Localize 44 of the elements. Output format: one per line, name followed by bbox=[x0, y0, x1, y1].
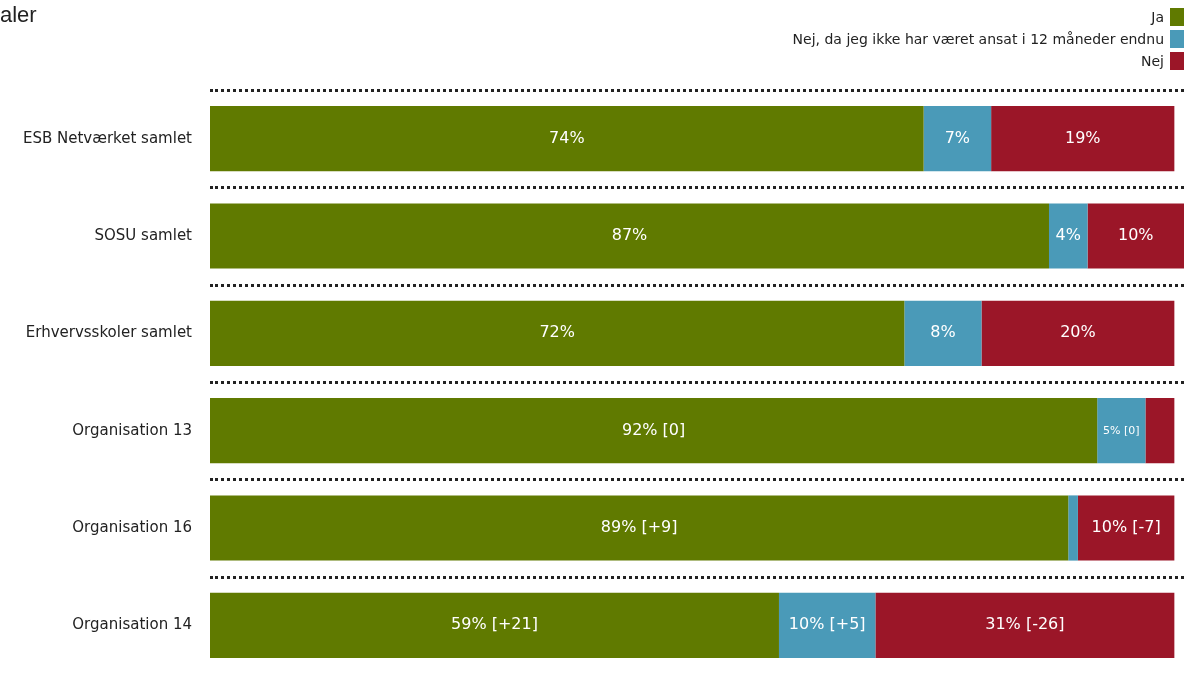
data-label: 10% [-7] bbox=[1091, 517, 1161, 537]
legend-label: Nej, da jeg ikke har været ansat i 12 måneder endnu bbox=[792, 31, 1164, 47]
bar bbox=[981, 300, 1175, 366]
legend-label: Ja bbox=[1151, 9, 1164, 25]
bar bbox=[210, 495, 1069, 561]
y-tick-label: Organisation 14 bbox=[72, 615, 192, 634]
data-label: 19% bbox=[1064, 127, 1101, 147]
bar bbox=[1087, 203, 1184, 269]
data-label: 10% bbox=[1118, 225, 1154, 245]
y-tick-label: ESB Netværket samlet bbox=[22, 128, 193, 147]
data-label: 7% bbox=[944, 127, 971, 147]
bar bbox=[1077, 495, 1175, 561]
bar bbox=[778, 592, 876, 658]
y-tick-label: Erhvervsskoler samlet bbox=[25, 323, 193, 342]
bar bbox=[875, 592, 1175, 658]
data-label: 59% [+21] bbox=[451, 614, 538, 634]
bar bbox=[1048, 203, 1088, 269]
data-label: 72% bbox=[539, 322, 575, 342]
data-label: 8% bbox=[930, 322, 956, 342]
bar bbox=[1097, 398, 1146, 464]
bar bbox=[923, 106, 992, 172]
data-label: 10% [+5] bbox=[788, 614, 866, 634]
data-label: 5% [0] bbox=[1103, 423, 1140, 437]
data-label: 74% bbox=[549, 127, 585, 147]
bar bbox=[904, 300, 982, 366]
bar bbox=[210, 203, 1049, 269]
text: aler bbox=[0, 2, 37, 28]
bar bbox=[210, 300, 905, 366]
data-label: 89% [+9] bbox=[600, 517, 678, 537]
bar bbox=[991, 106, 1175, 172]
data-label: 4% bbox=[1055, 225, 1081, 245]
data-label: 20% bbox=[1060, 322, 1096, 342]
bar bbox=[1068, 495, 1078, 561]
bar bbox=[210, 592, 779, 658]
legend-label: Nej bbox=[1141, 53, 1164, 69]
data-label: 92% [0] bbox=[621, 419, 686, 439]
data-label: 87% bbox=[611, 225, 648, 245]
y-tick-label: Organisation 13 bbox=[72, 420, 192, 439]
bar bbox=[210, 398, 1098, 464]
bar bbox=[210, 106, 924, 172]
y-tick-label: Organisation 16 bbox=[72, 517, 192, 536]
data-label: 31% [-26] bbox=[985, 614, 1065, 634]
y-tick-label: SOSU samlet bbox=[94, 225, 193, 244]
bar bbox=[1145, 398, 1175, 464]
